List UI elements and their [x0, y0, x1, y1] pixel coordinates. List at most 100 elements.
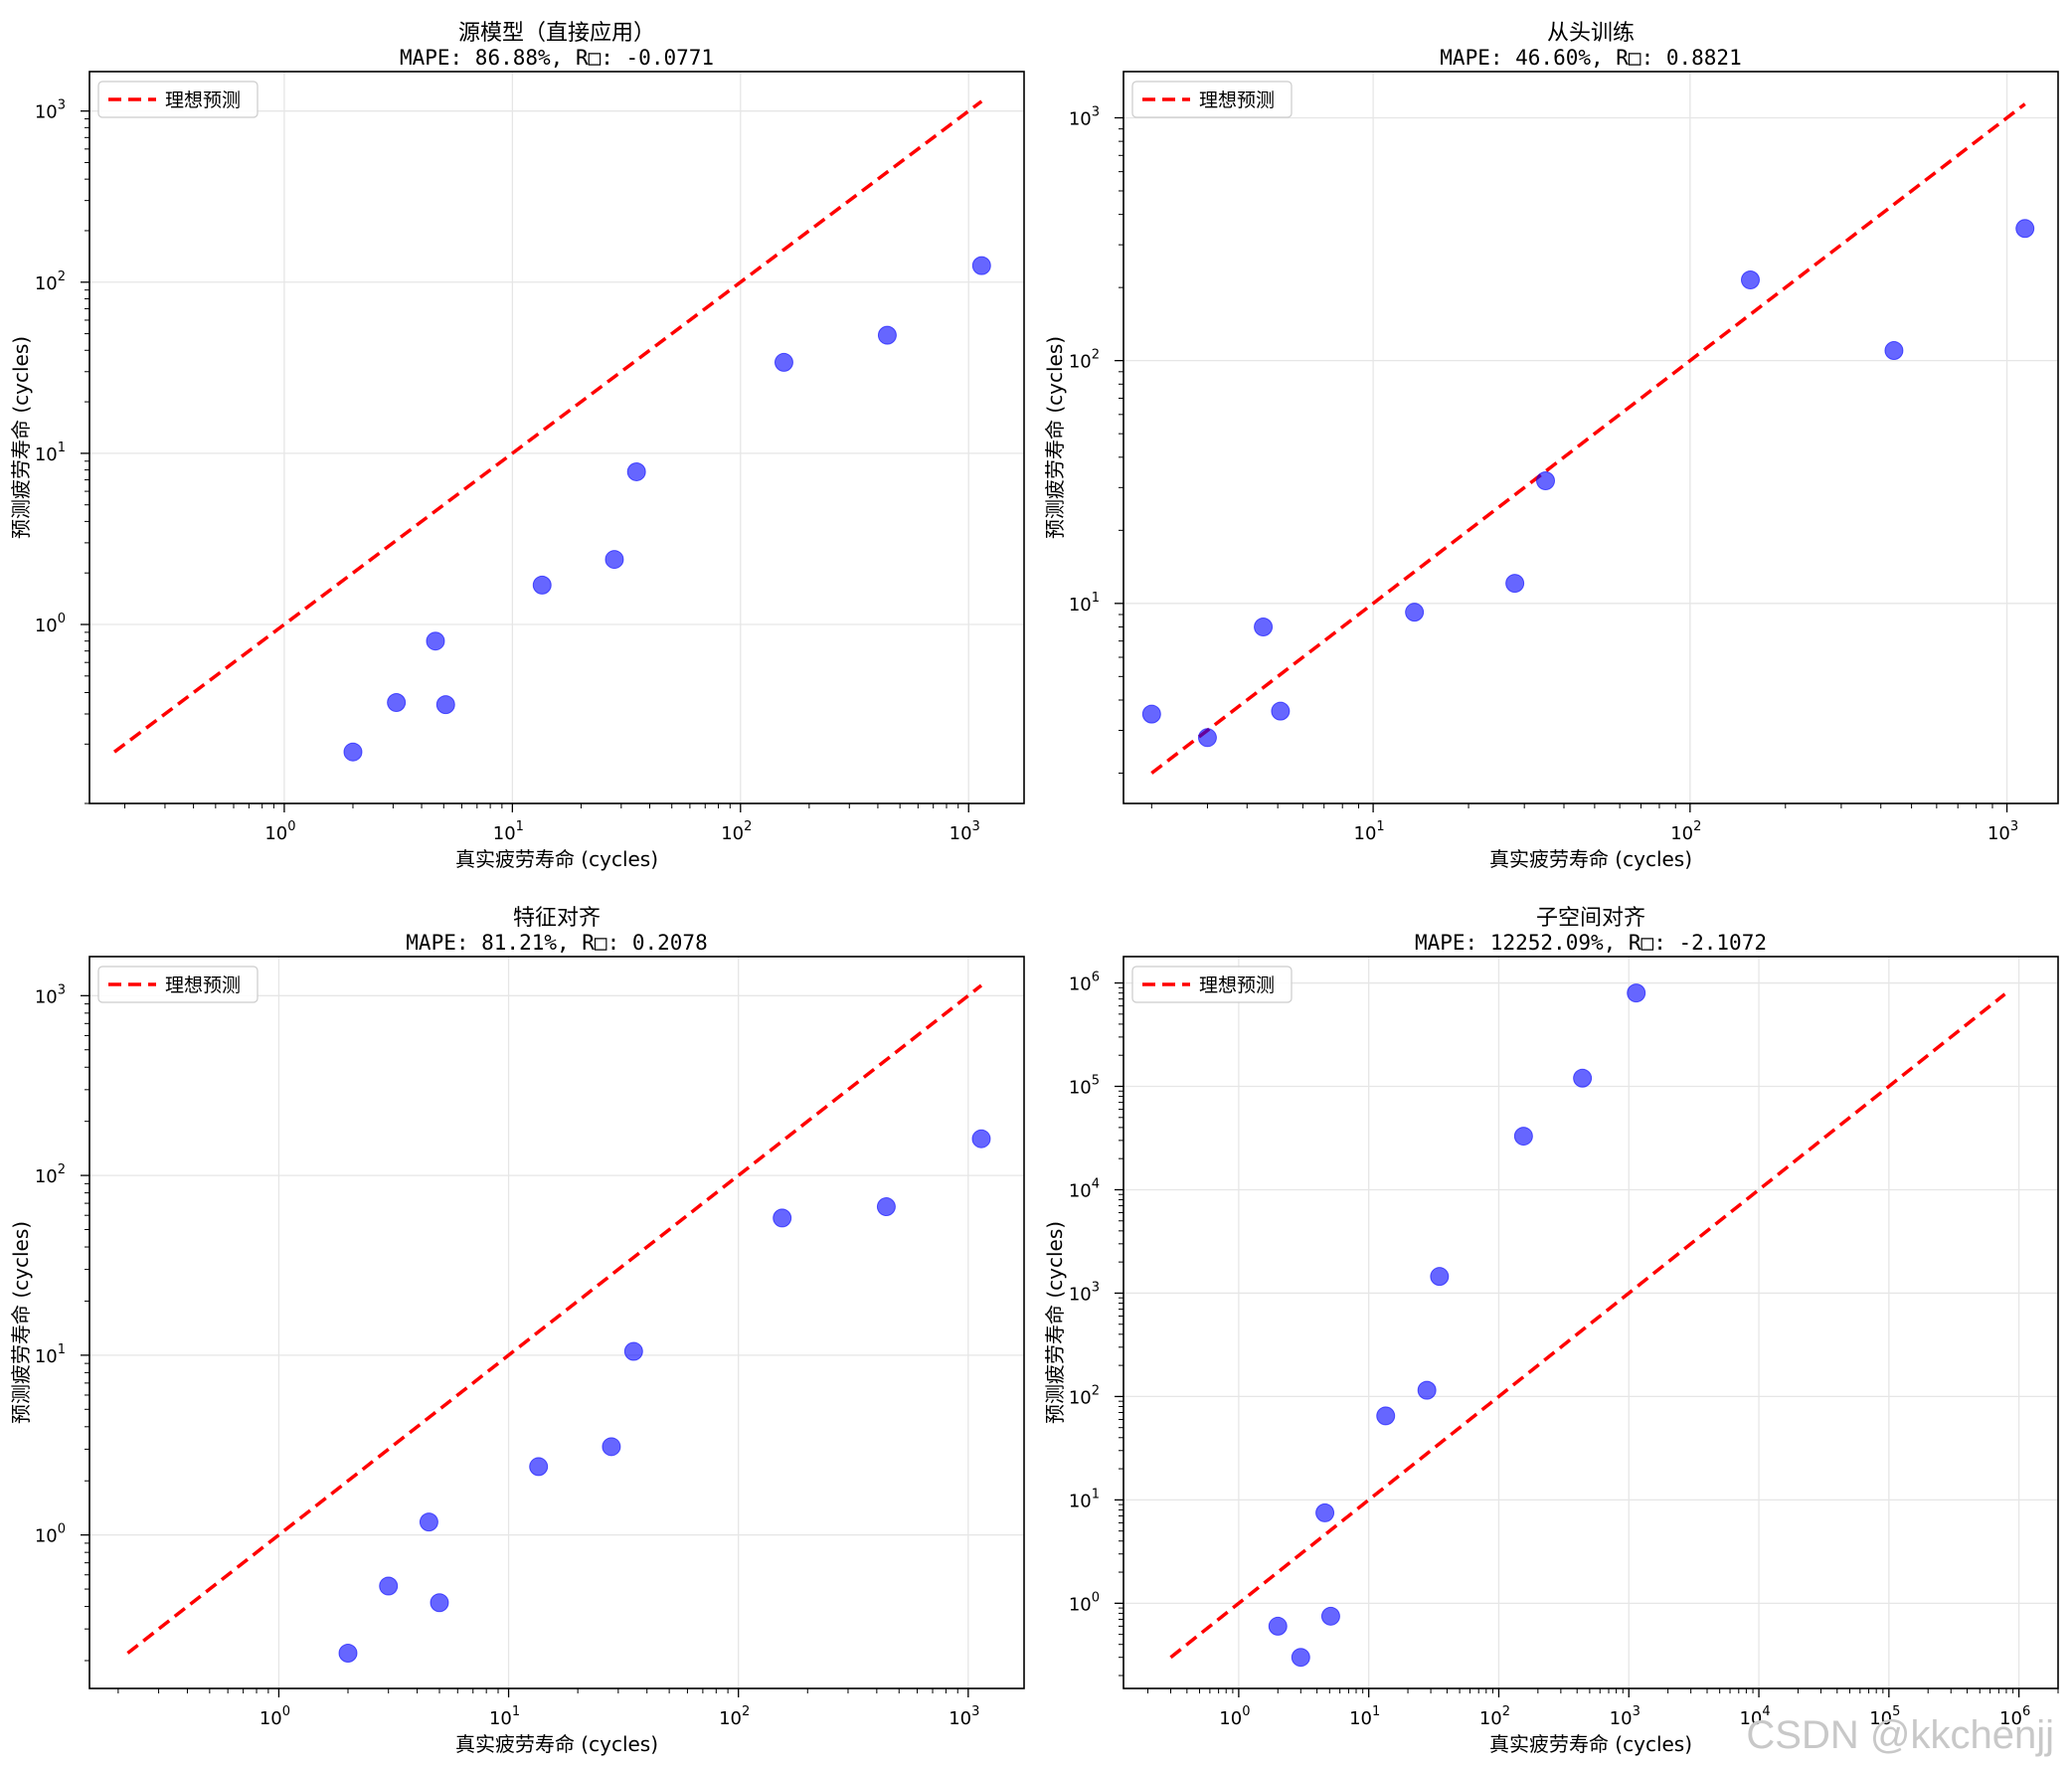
chart-subtitle: MAPE: 46.60%, R□: 0.8821	[1440, 46, 1741, 70]
data-point	[1291, 1648, 1310, 1668]
chart-title: 从头训练	[1547, 21, 1635, 46]
axes-frame	[1122, 71, 2059, 804]
data-point	[1315, 1503, 1335, 1522]
x-axis-label: 真实疲劳寿命 (cycles)	[1489, 1732, 1692, 1756]
data-point	[773, 1208, 792, 1228]
y-axis-label: 预测疲劳寿命 (cycles)	[1043, 1221, 1067, 1424]
data-point	[379, 1576, 399, 1596]
legend-label: 理想预测	[165, 89, 241, 111]
y-tick-label: 101	[1069, 1487, 1100, 1511]
y-tick-label: 103	[1069, 1280, 1100, 1305]
legend-box	[1131, 81, 1293, 118]
chart-title: 特征对齐	[513, 906, 601, 931]
data-point	[1141, 704, 1161, 724]
chart-subtitle: MAPE: 12252.09%, R□: -2.1072	[1415, 931, 1767, 955]
data-point	[1320, 1606, 1340, 1626]
x-tick-label: 103	[1610, 1704, 1640, 1729]
legend-box	[97, 81, 259, 118]
y-tick-label: 101	[35, 1342, 66, 1367]
data-point	[426, 631, 445, 651]
legend-box	[1131, 966, 1293, 1003]
data-point	[1268, 1616, 1288, 1636]
data-point	[626, 461, 646, 481]
axes-frame	[1122, 956, 2059, 1689]
watermark: CSDN @kkchenjj	[1746, 1713, 2054, 1757]
data-point	[876, 1197, 896, 1217]
data-point	[1513, 1127, 1533, 1147]
y-tick-label: 102	[35, 1162, 66, 1187]
legend: 理想预测	[1131, 81, 1293, 118]
data-point	[1505, 574, 1525, 594]
data-point	[1536, 470, 1556, 490]
y-tick-label: 100	[1069, 1590, 1100, 1615]
y-tick-label: 103	[35, 98, 66, 123]
data-point	[2015, 219, 2035, 239]
x-tick-label: 102	[721, 819, 752, 844]
legend: 理想预测	[97, 966, 259, 1003]
y-tick-label: 102	[1069, 1383, 1100, 1408]
ideal-prediction-line	[1150, 102, 2026, 775]
data-point	[529, 1457, 549, 1477]
x-tick-label: 102	[1479, 1704, 1510, 1729]
y-tick-label: 103	[1069, 104, 1100, 129]
data-point	[1405, 603, 1425, 622]
ideal-prediction-line	[126, 983, 983, 1655]
data-point	[532, 575, 552, 595]
data-point	[604, 550, 624, 570]
chart-title: 源模型（直接应用）	[458, 21, 655, 46]
y-tick-label: 100	[35, 612, 66, 636]
x-tick-label: 100	[264, 819, 295, 844]
y-tick-label: 101	[35, 441, 66, 465]
legend-label: 理想预测	[165, 974, 241, 996]
x-tick-label: 100	[259, 1704, 290, 1729]
data-point	[623, 1341, 643, 1361]
y-tick-label: 104	[1069, 1176, 1100, 1201]
data-point	[1376, 1406, 1396, 1426]
x-tick-label: 102	[1670, 819, 1701, 844]
data-point	[1271, 701, 1291, 721]
data-point	[1417, 1380, 1437, 1400]
legend: 理想预测	[97, 81, 259, 118]
x-tick-label: 103	[950, 819, 980, 844]
y-tick-label: 101	[1069, 591, 1100, 616]
chart-panel-1: 100 101 102 103 100 101 102 103 理想预测 源模型（直接应用）MAP…	[9, 21, 1025, 871]
data-point	[430, 1593, 449, 1613]
data-point	[1740, 269, 1760, 289]
axes-frame	[88, 71, 1025, 804]
y-axis-label: 预测疲劳寿命 (cycles)	[1043, 336, 1067, 539]
x-tick-label: 101	[493, 819, 524, 844]
data-point	[774, 352, 793, 372]
x-tick-label: 100	[1219, 1704, 1250, 1729]
data-point	[1430, 1267, 1450, 1287]
data-point	[435, 695, 455, 715]
x-axis-label: 真实疲劳寿命 (cycles)	[1489, 847, 1692, 871]
chart-title: 子空间对齐	[1536, 906, 1645, 931]
chart-subtitle: MAPE: 86.88%, R□: -0.0771	[400, 46, 714, 70]
chart-panel-4: 100 101 102 103 104 105 1061001011021031041051…	[1043, 906, 2059, 1756]
legend-label: 理想预测	[1199, 974, 1275, 996]
x-tick-label: 101	[489, 1704, 520, 1729]
legend: 理想预测	[1131, 966, 1293, 1003]
data-point	[877, 325, 897, 345]
legend-box	[97, 966, 259, 1003]
legend-label: 理想预测	[1199, 89, 1275, 111]
x-tick-label: 101	[1354, 819, 1385, 844]
y-tick-label: 105	[1069, 1074, 1100, 1099]
y-axis-label: 预测疲劳寿命 (cycles)	[9, 1221, 33, 1424]
chart-subtitle: MAPE: 81.21%, R□: 0.2078	[406, 931, 707, 955]
y-tick-label: 102	[1069, 348, 1100, 373]
x-tick-label: 103	[1987, 819, 2018, 844]
data-point	[1884, 341, 1904, 361]
data-point	[1627, 983, 1646, 1003]
y-axis-label: 预测疲劳寿命 (cycles)	[9, 336, 33, 539]
data-point	[387, 692, 407, 712]
y-tick-label: 100	[35, 1522, 66, 1547]
x-axis-label: 真实疲劳寿命 (cycles)	[455, 1732, 658, 1756]
y-tick-label: 103	[35, 982, 66, 1007]
x-axis-label: 真实疲劳寿命 (cycles)	[455, 847, 658, 871]
data-point	[343, 742, 363, 762]
y-tick-label: 102	[35, 269, 66, 294]
